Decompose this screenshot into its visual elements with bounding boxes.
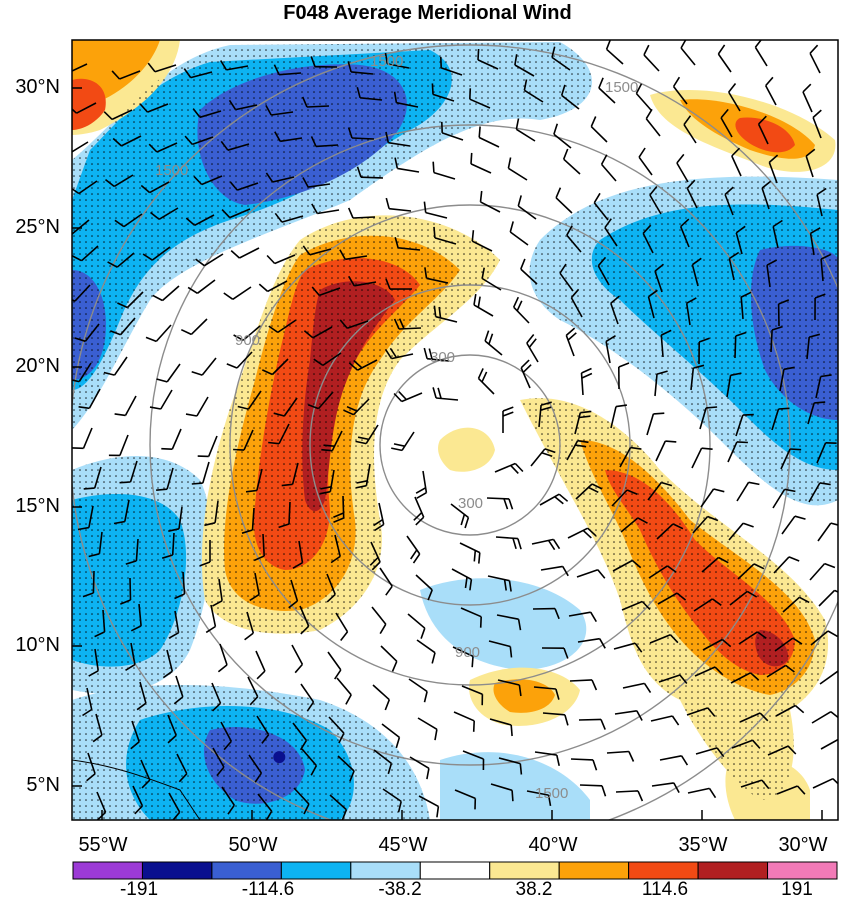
colorbar-label-6: 191 bbox=[757, 879, 837, 901]
wind-barb-flag bbox=[706, 407, 717, 408]
wind-barb-shaft bbox=[616, 791, 638, 792]
x-label-30W: 30°W bbox=[763, 834, 843, 857]
ring-label-8: 1500 bbox=[535, 785, 568, 802]
colorbar-bin-7 bbox=[490, 862, 559, 879]
wind-barb-shaft bbox=[130, 578, 131, 600]
y-label-10N: 10°N bbox=[0, 634, 60, 657]
colorbar-bin-1 bbox=[73, 862, 142, 879]
colorbar-bin-10 bbox=[698, 862, 767, 879]
wind-barb-flag bbox=[653, 413, 664, 414]
ring-label-6: 1500 bbox=[605, 79, 638, 96]
y-label-30N: 30°N bbox=[0, 76, 60, 99]
wind-barb-flag bbox=[479, 127, 480, 138]
wind-barb-flag bbox=[233, 450, 244, 451]
wind-barb-shaft bbox=[289, 502, 290, 524]
x-label-45W: 45°W bbox=[363, 834, 443, 857]
x-label-35W: 35°W bbox=[663, 834, 743, 857]
wind-barb-flag bbox=[481, 617, 482, 628]
colorbar-label-1: -191 bbox=[99, 879, 179, 901]
wind-barb-flag bbox=[472, 230, 473, 241]
colorbar-label-5: 114.6 bbox=[625, 879, 705, 901]
wind-barb-flag bbox=[192, 483, 203, 484]
colorbar-bin-4 bbox=[281, 862, 350, 879]
wind-barb-shaft bbox=[771, 330, 772, 352]
colorbar-bin-11 bbox=[768, 862, 837, 879]
wind-barb-shaft bbox=[399, 328, 421, 329]
wind-barb-flag bbox=[471, 153, 472, 164]
y-label-25N: 25°N bbox=[0, 216, 60, 239]
colorbar-bin-6 bbox=[420, 862, 489, 879]
colorbar-label-2: -114.6 bbox=[228, 879, 308, 901]
wind-barb-shaft bbox=[571, 759, 593, 760]
ring-label-4: 900 bbox=[455, 644, 480, 661]
wind-barb-flag bbox=[84, 488, 95, 489]
x-label-55W: 55°W bbox=[63, 834, 143, 857]
wind-barb-flag bbox=[120, 482, 131, 483]
x-label-40W: 40°W bbox=[513, 834, 593, 857]
ring-label-7: 1500 bbox=[155, 162, 188, 179]
colorbar-label-4: 38.2 bbox=[494, 879, 574, 901]
wind-barb-shaft bbox=[579, 719, 601, 720]
y-label-5N: 5°N bbox=[0, 774, 60, 797]
wind-barb-shaft bbox=[580, 785, 602, 786]
wind-barb-shaft bbox=[487, 498, 509, 499]
y-label-20N: 20°N bbox=[0, 355, 60, 378]
wind-barb-flag bbox=[478, 49, 479, 60]
wind-barb-flag bbox=[470, 88, 471, 99]
wind-barb-flag bbox=[434, 227, 435, 238]
wind-barb-flag bbox=[779, 408, 790, 409]
wind-barb-shaft bbox=[735, 336, 736, 358]
wind-barb-flag bbox=[479, 553, 480, 564]
wind-barb-flag bbox=[63, 229, 73, 235]
wind-barb-flag bbox=[324, 445, 335, 446]
colorbar-label-3: -38.2 bbox=[360, 879, 440, 901]
wind-barb-flag bbox=[512, 790, 513, 801]
wind-barb-flag bbox=[840, 738, 848, 745]
wind-barb-flag bbox=[838, 671, 847, 677]
x-label-50W: 50°W bbox=[213, 834, 293, 857]
wind-barb-flag bbox=[59, 66, 67, 74]
colorbar-bin-5 bbox=[351, 862, 420, 879]
wind-barb-flag bbox=[156, 489, 167, 490]
wind-barb-shaft bbox=[307, 106, 329, 107]
wind-barb-shaft bbox=[361, 177, 383, 178]
plot-area bbox=[59, 38, 855, 845]
wind-barb-flag bbox=[511, 725, 512, 736]
colorbar-bin-2 bbox=[142, 862, 211, 879]
colorbar-bin-3 bbox=[212, 862, 281, 879]
colorbar bbox=[73, 862, 837, 879]
ring-label-3: 900 bbox=[235, 332, 260, 349]
ring-label-5: 1500 bbox=[370, 53, 403, 70]
wind-barb-flag bbox=[702, 448, 713, 449]
colorbar-bin-8 bbox=[559, 862, 628, 879]
ring-label-2: 300 bbox=[430, 349, 455, 366]
wind-barb-flag bbox=[161, 449, 172, 450]
ring-label-1: 300 bbox=[458, 495, 483, 512]
y-label-15N: 15°N bbox=[0, 495, 60, 518]
wind-barb-shaft bbox=[570, 680, 592, 681]
wind-barb-flag bbox=[737, 442, 748, 443]
wind-barb-shaft bbox=[343, 496, 344, 518]
wind-barb-flag bbox=[520, 764, 521, 775]
wind-barb-flag bbox=[665, 441, 676, 442]
wind-barb-flag bbox=[474, 550, 475, 561]
wind-barb-flag bbox=[321, 450, 332, 451]
wind-barb-flag bbox=[61, 147, 70, 154]
wind-barb-flag bbox=[433, 162, 434, 173]
wind-barb-shaft bbox=[353, 217, 375, 218]
wind-barb-flag bbox=[432, 83, 433, 94]
colorbar-bin-9 bbox=[629, 862, 698, 879]
storm-center-marker bbox=[273, 751, 285, 763]
wind-barb-flag bbox=[474, 721, 475, 732]
wind-barb-flag bbox=[743, 415, 754, 416]
wind-barb-flag bbox=[790, 449, 801, 450]
wind-barb-shaft bbox=[352, 138, 374, 139]
wind-barb-flag bbox=[814, 402, 825, 403]
wind-barb-shaft bbox=[93, 571, 94, 593]
